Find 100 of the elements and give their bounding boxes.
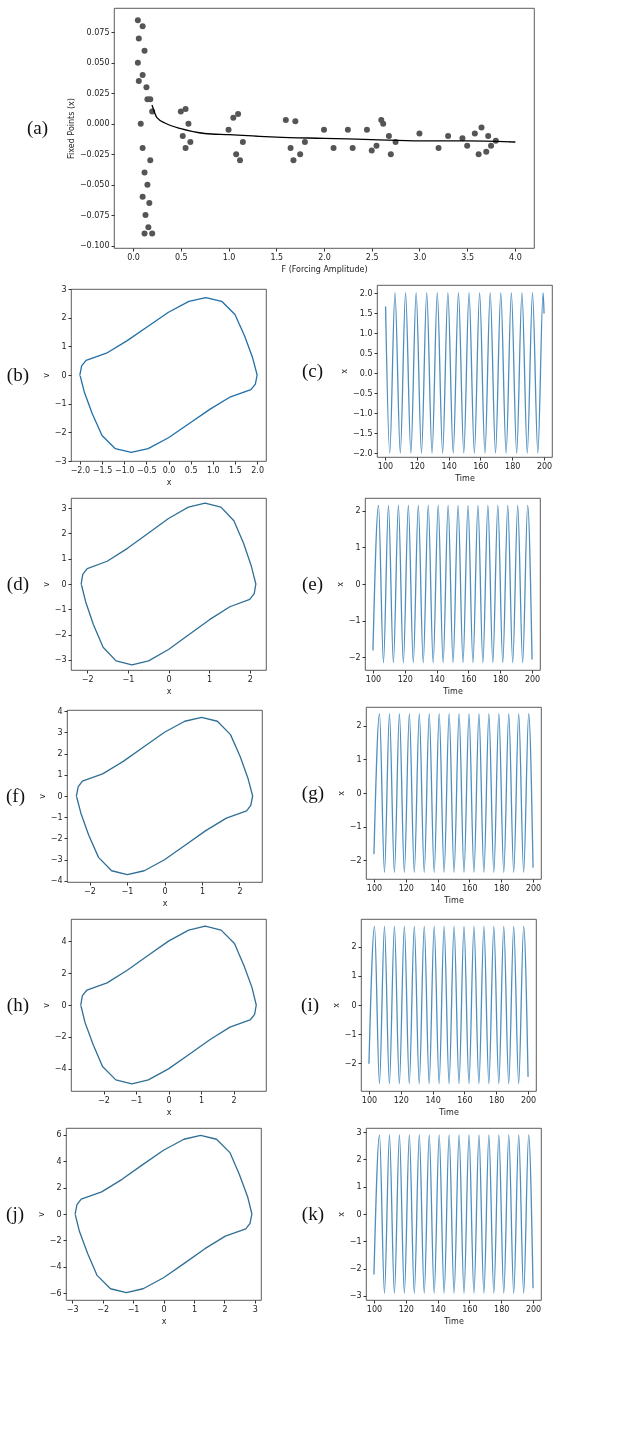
x-tick-label: 140 [430, 1304, 446, 1314]
x-tick-label: 100 [366, 1304, 383, 1314]
y-axis-title: v [41, 372, 51, 378]
x-tick-label: 1 [199, 886, 206, 896]
y-axis-title: x [336, 790, 346, 796]
y-tick-label: 0 [351, 1000, 357, 1010]
x-tick-label: 160 [457, 1095, 473, 1105]
x-tick-label: 3.5 [461, 252, 475, 262]
y-tick-label: 2 [56, 1183, 62, 1193]
x-tick-label: 120 [409, 461, 425, 471]
y-tick-label: −1.5 [353, 428, 373, 438]
x-tick-label: 1.5 [229, 465, 242, 475]
x-tick-label: 200 [525, 883, 542, 893]
y-tick-label: −1.0 [353, 408, 373, 418]
y-tick-label: −2 [50, 833, 63, 843]
x-tick-label: 200 [536, 461, 553, 471]
x-tick-label: 200 [520, 1095, 537, 1105]
text: (k) [301, 1203, 324, 1225]
y-tick-label: 0 [355, 579, 361, 589]
line-series [368, 925, 529, 1085]
y-tick-label: −0.075 [79, 210, 110, 220]
x-tick-label: 180 [489, 1095, 505, 1105]
line-series [372, 504, 533, 664]
y-tick-label: −1 [349, 822, 362, 832]
x-axis-title: x [161, 1316, 167, 1326]
y-tick-label: −2 [349, 855, 362, 865]
x-tick-label: 200 [524, 674, 541, 684]
x-tick-label: 100 [366, 883, 383, 893]
text: (f) [6, 785, 25, 807]
y-tick-label: −2 [54, 630, 67, 640]
x-tick-label: 160 [473, 461, 489, 471]
y-tick-label: 1 [351, 971, 357, 981]
y-tick-label: −2.0 [353, 448, 373, 458]
x-tick-label: 140 [425, 1095, 441, 1105]
y-tick-label: 2 [61, 968, 67, 978]
y-tick-label: 4 [61, 936, 67, 946]
x-tick-label: 120 [393, 1095, 409, 1105]
x-tick-label: 2 [222, 1304, 228, 1314]
y-tick-label: −1 [54, 604, 67, 614]
y-tick-label: 0 [61, 579, 67, 589]
x-axis-title: Time [442, 686, 463, 696]
y-tick-label: 0.000 [86, 119, 110, 129]
x-tick-label: 160 [462, 883, 478, 893]
x-tick-label: 180 [494, 883, 510, 893]
y-tick-label: −0.025 [79, 149, 110, 159]
y-axis-title: x [340, 368, 350, 374]
y-tick-label: −2 [54, 1032, 67, 1042]
y-tick-label: 0 [57, 791, 63, 801]
y-tick-label: 0.050 [86, 58, 110, 68]
x-tick-label: −1 [130, 1095, 143, 1105]
x-tick-label: 100 [361, 1095, 378, 1105]
y-tick-label: 2 [61, 313, 67, 323]
text: (e) [301, 573, 323, 595]
x-tick-label: −1 [122, 674, 135, 684]
x-tick-label: 3 [252, 1304, 258, 1314]
y-tick-label: 0.075 [86, 27, 110, 37]
y-tick-label: 0 [61, 370, 67, 380]
x-tick-label: 0.0 [127, 252, 140, 262]
line-series [80, 925, 257, 1085]
y-axis-title: Fixed Points (x) [66, 98, 76, 159]
y-tick-label: −0.050 [79, 180, 110, 190]
y-tick-label: −4 [50, 876, 63, 886]
x-tick-label: 3.0 [413, 252, 427, 262]
y-tick-label: 2 [61, 528, 67, 538]
x-tick-label: 0.5 [174, 252, 188, 262]
line-series [74, 1134, 253, 1294]
y-axis-title: x [335, 581, 345, 587]
x-tick-label: −1 [127, 1304, 140, 1314]
y-tick-label: −2 [349, 1264, 362, 1274]
y-tick-label: 1 [61, 341, 67, 351]
x-tick-label: 0 [166, 674, 172, 684]
x-tick-label: 4.0 [509, 252, 522, 262]
y-tick-label: 1 [356, 1182, 362, 1192]
y-tick-label: 0 [56, 1209, 62, 1219]
x-tick-label: −1 [121, 886, 134, 896]
line-series [373, 1134, 534, 1294]
x-tick-label: 1 [207, 674, 213, 684]
y-tick-label: 2 [356, 721, 362, 731]
y-tick-label: 4 [56, 1156, 62, 1166]
line-series [79, 296, 258, 454]
text: (a) [26, 117, 48, 139]
y-tick-label: −2 [348, 652, 361, 662]
x-tick-label: 0.0 [162, 465, 176, 475]
y-tick-label: 2 [351, 942, 357, 952]
x-tick-label: 160 [462, 1304, 478, 1314]
y-axis-title: v [36, 1211, 46, 1217]
y-tick-label: −2 [49, 1235, 62, 1245]
y-tick-label: 0 [356, 1209, 362, 1219]
x-axis-title: x [162, 898, 168, 908]
y-axis-title: x [336, 1211, 346, 1217]
x-tick-label: 180 [505, 461, 521, 471]
y-tick-label: −1 [54, 399, 67, 409]
y-tick-label: 4 [57, 706, 63, 716]
y-tick-label: 6 [56, 1130, 62, 1140]
x-tick-label: 2.5 [365, 252, 379, 262]
x-tick-label: 140 [430, 883, 446, 893]
x-tick-label: 0 [162, 886, 168, 896]
y-axis-title: x [331, 1002, 341, 1008]
y-tick-label: 0 [356, 788, 362, 798]
y-tick-label: 1.0 [359, 328, 373, 338]
